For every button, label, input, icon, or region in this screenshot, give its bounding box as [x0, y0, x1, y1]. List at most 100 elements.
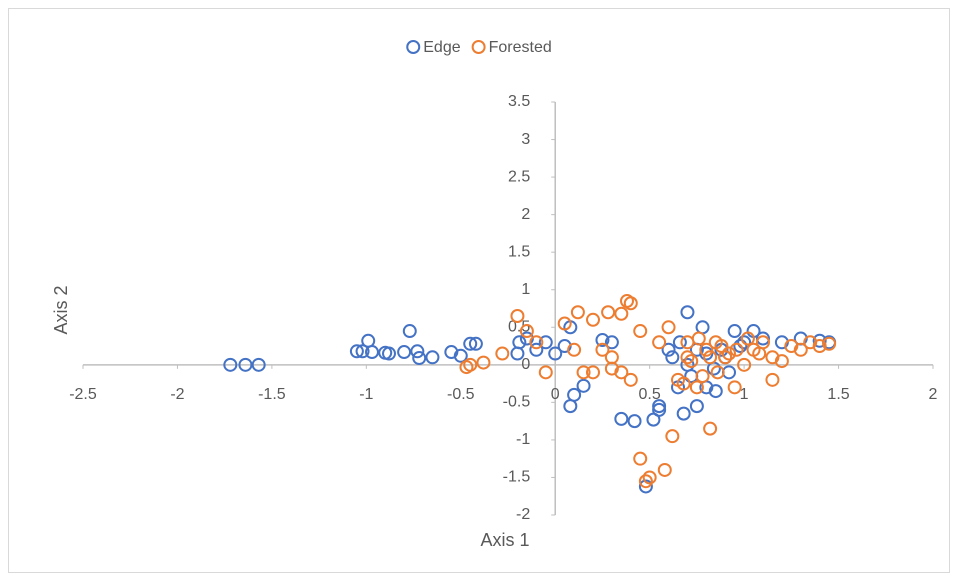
point: [652, 335, 667, 350]
point: [708, 384, 723, 399]
point: [576, 365, 591, 380]
point: [519, 324, 534, 339]
point: [733, 339, 748, 354]
point: [538, 365, 553, 380]
point: [680, 305, 695, 320]
point: [349, 344, 364, 359]
point: [355, 344, 370, 359]
y-tick-label: 2: [521, 206, 530, 223]
point: [722, 346, 736, 361]
point: [604, 335, 619, 350]
x-tick-label: 1: [740, 386, 749, 403]
x-tick-label: -0.5: [447, 386, 475, 403]
point: [756, 331, 770, 346]
point: [665, 429, 680, 444]
x-tick-label: 0: [551, 386, 560, 403]
point: [691, 331, 706, 346]
point: [614, 306, 629, 321]
point: [251, 357, 266, 372]
chart-border: [8, 8, 950, 573]
point: [538, 335, 553, 350]
legend-label: Edge: [423, 39, 460, 56]
point: [567, 342, 582, 357]
point: [397, 345, 412, 360]
point: [570, 305, 585, 320]
y-tick-label: 0: [521, 356, 530, 373]
point: [699, 342, 714, 357]
point: [633, 451, 648, 466]
point: [703, 421, 718, 436]
y-tick-label: -1.5: [503, 469, 531, 486]
point: [737, 357, 752, 372]
point: [714, 339, 729, 354]
legend-marker: [471, 40, 486, 54]
point: [238, 357, 253, 372]
point: [425, 350, 440, 365]
x-tick-label: 0.5: [639, 386, 661, 403]
point: [595, 333, 610, 348]
point: [586, 312, 600, 327]
point: [676, 376, 691, 391]
point: [684, 354, 699, 369]
legend-item: Edge: [406, 39, 461, 56]
x-axis-title: Axis 1: [480, 530, 529, 550]
point: [672, 335, 687, 350]
point: [822, 336, 837, 351]
point: [614, 411, 629, 426]
point: [365, 345, 379, 360]
point: [510, 309, 525, 324]
point: [661, 342, 676, 357]
point: [410, 344, 425, 359]
point: [652, 399, 667, 414]
y-tick-label: 3: [521, 131, 530, 148]
point: [638, 479, 653, 494]
point: [604, 361, 619, 376]
point: [680, 350, 695, 365]
point: [812, 333, 827, 348]
point: [642, 470, 657, 485]
y-tick-label: -0.5: [503, 394, 531, 411]
x-tick-label: -2.5: [69, 386, 97, 403]
point: [765, 372, 780, 387]
legend: Edge Forested: [406, 39, 552, 56]
x-tick-label: 2: [929, 386, 938, 403]
point: [676, 406, 691, 421]
point: [661, 320, 676, 335]
legend-item: Forested: [471, 39, 552, 56]
point: [557, 316, 572, 331]
point: [586, 365, 600, 380]
point: [665, 350, 680, 365]
point: [737, 335, 752, 350]
point: [652, 402, 667, 417]
y-axis-title: Axis 2: [51, 285, 71, 334]
y-tick-label: 1.5: [508, 243, 530, 260]
y-tick-label: 1: [521, 281, 530, 298]
point: [689, 399, 704, 414]
x-tick-label: -1.5: [258, 386, 286, 403]
point: [495, 346, 510, 361]
point: [476, 355, 491, 370]
y-tick-label: 0.5: [508, 318, 530, 335]
y-tick-label: -2: [516, 506, 530, 523]
x-tick-label: -2: [170, 386, 184, 403]
point: [657, 462, 672, 477]
point: [601, 305, 616, 320]
point: [774, 354, 789, 369]
point: [382, 346, 396, 361]
point: [638, 474, 653, 489]
point: [727, 380, 742, 395]
point: [729, 342, 744, 357]
point: [468, 336, 483, 351]
point: [459, 360, 474, 375]
x-tick-label: -1: [359, 386, 373, 403]
point: [223, 357, 238, 372]
point: [402, 324, 417, 339]
point: [548, 346, 563, 361]
point: [576, 378, 591, 393]
y-tick-label: 2.5: [508, 168, 530, 185]
point: [703, 350, 718, 365]
point: [710, 365, 725, 380]
point: [623, 296, 638, 311]
point: [529, 342, 544, 357]
point: [563, 399, 578, 414]
